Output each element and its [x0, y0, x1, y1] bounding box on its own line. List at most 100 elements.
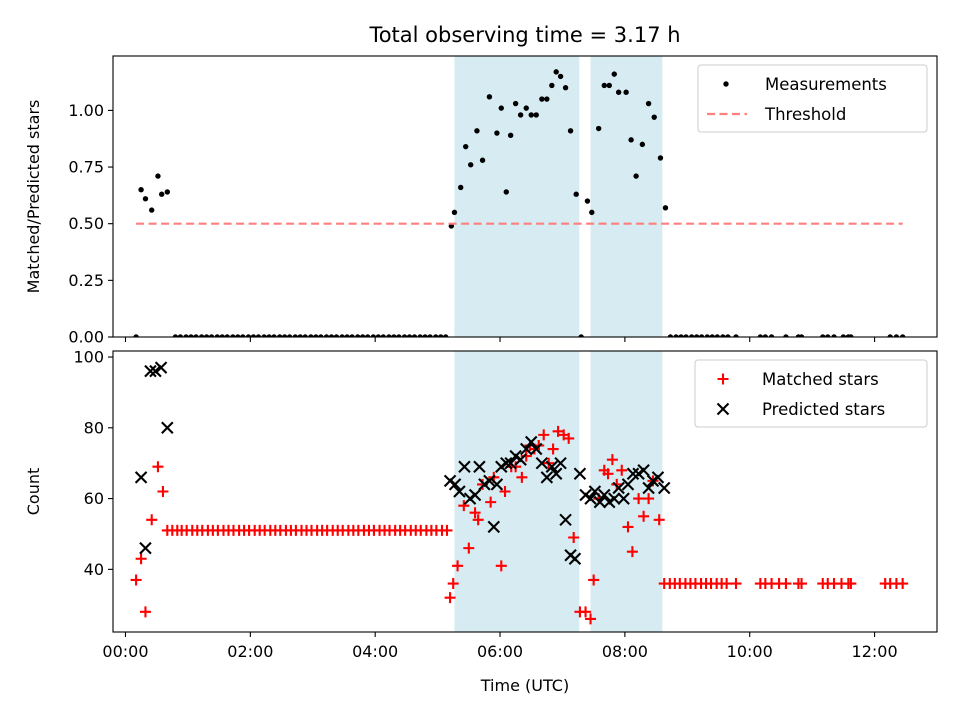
predicted-star-point [458, 460, 471, 473]
measurement-point [364, 334, 371, 337]
measurement-point [486, 94, 493, 100]
matched-star-point [730, 578, 742, 590]
matched-star-point [469, 507, 481, 519]
matched-star-point [452, 560, 464, 572]
measurement-point [422, 334, 428, 337]
measurement-point [255, 334, 262, 337]
matched-star-point [499, 486, 511, 497]
x-tick-label: 04:00 [352, 642, 398, 661]
measurement-point [733, 334, 739, 337]
predicted-star-point [139, 541, 152, 555]
matched-star-point [588, 574, 600, 586]
measurement-point [589, 209, 595, 216]
measurement-point [498, 105, 504, 111]
predicted-star-point [540, 471, 554, 484]
measurement-point [704, 334, 710, 337]
matched-star-point [441, 524, 453, 536]
measurement-point [401, 334, 408, 337]
predicted-star-point [588, 485, 602, 498]
legend-label: Predicted stars [762, 400, 885, 419]
legend-marker-matched [717, 373, 729, 385]
matched-star-point [585, 613, 597, 625]
measurement-point [266, 334, 272, 337]
measurement-point [164, 189, 171, 195]
shaded-interval [454, 351, 580, 632]
predicted-star-point [559, 513, 572, 527]
measurement-point [458, 184, 464, 191]
x-axis-label: Time (UTC) [480, 676, 569, 695]
measurement-point [302, 334, 308, 337]
measurement-point [339, 334, 345, 337]
matched-star-point [152, 461, 164, 473]
matched-star-point [495, 560, 507, 572]
measurement-point [276, 334, 283, 337]
measurement-point [783, 334, 789, 337]
measurement-point [177, 334, 184, 337]
predicted-star-point [514, 453, 527, 466]
measurement-point [155, 173, 161, 179]
measurement-point [611, 71, 617, 77]
predicted-star-point [608, 492, 621, 505]
measurement-point [443, 334, 449, 337]
measurement-point [840, 334, 847, 337]
matched-star-point [463, 542, 475, 554]
measurement-point [318, 334, 324, 337]
measurement-point [323, 334, 330, 337]
measurement-point [662, 205, 669, 211]
measurement-point [503, 189, 509, 195]
measurement-point [678, 334, 684, 337]
measurement-point [825, 334, 831, 337]
measurement-point [133, 334, 139, 337]
measurement-point [762, 334, 769, 337]
predicted-star-point [642, 481, 655, 495]
measurement-point [562, 85, 569, 91]
measurement-point [584, 198, 591, 204]
y-tick-label: 80 [84, 418, 104, 437]
matched-star-point [643, 493, 655, 505]
measurement-point [417, 334, 423, 337]
predicted-star-point [626, 467, 640, 481]
matched-star-point [146, 514, 158, 526]
measurement-point [523, 105, 529, 111]
y-tick-label: 1.00 [68, 101, 104, 120]
measurement-point [411, 334, 418, 337]
measurement-point [693, 334, 700, 337]
measurement-point [623, 89, 629, 95]
shaded-interval [454, 56, 580, 337]
y-axis-label: Matched/Predicted stars [24, 100, 43, 294]
x-tick-label: 00:00 [102, 642, 148, 661]
measurement-point [557, 73, 564, 80]
measurement-point [158, 191, 165, 197]
measurement-point [149, 207, 155, 213]
measurement-point [188, 334, 194, 337]
predicted-star-point [612, 481, 625, 495]
measurement-point [230, 334, 236, 337]
matched-star-point [626, 546, 638, 558]
measurement-point [344, 334, 350, 337]
measurement-point [549, 82, 555, 89]
measurement-point [438, 334, 444, 337]
measurement-point [386, 334, 392, 337]
predicted-star-point [568, 552, 582, 565]
measurement-point [887, 334, 893, 337]
measurement-point [517, 112, 524, 118]
measurement-point [203, 334, 210, 337]
x-tick-label: 10:00 [727, 642, 773, 661]
predicted-star-point [468, 488, 482, 502]
predicted-star-point [520, 442, 533, 456]
measurement-point [245, 334, 252, 337]
predicted-star-point [617, 492, 630, 505]
measurement-point [573, 191, 579, 197]
matched-star-point [547, 443, 559, 455]
predicted-star-point [487, 520, 501, 534]
measurement-point [219, 334, 225, 337]
measurement-point [198, 334, 205, 337]
measurement-point [380, 334, 386, 337]
matched-star-point [485, 496, 497, 508]
matched-star-point [520, 450, 532, 462]
matched-star-point [538, 429, 550, 441]
measurement-point [235, 334, 241, 337]
matched-star-point [622, 521, 634, 533]
matched-star-point [568, 532, 580, 544]
measurement-point [467, 162, 474, 168]
